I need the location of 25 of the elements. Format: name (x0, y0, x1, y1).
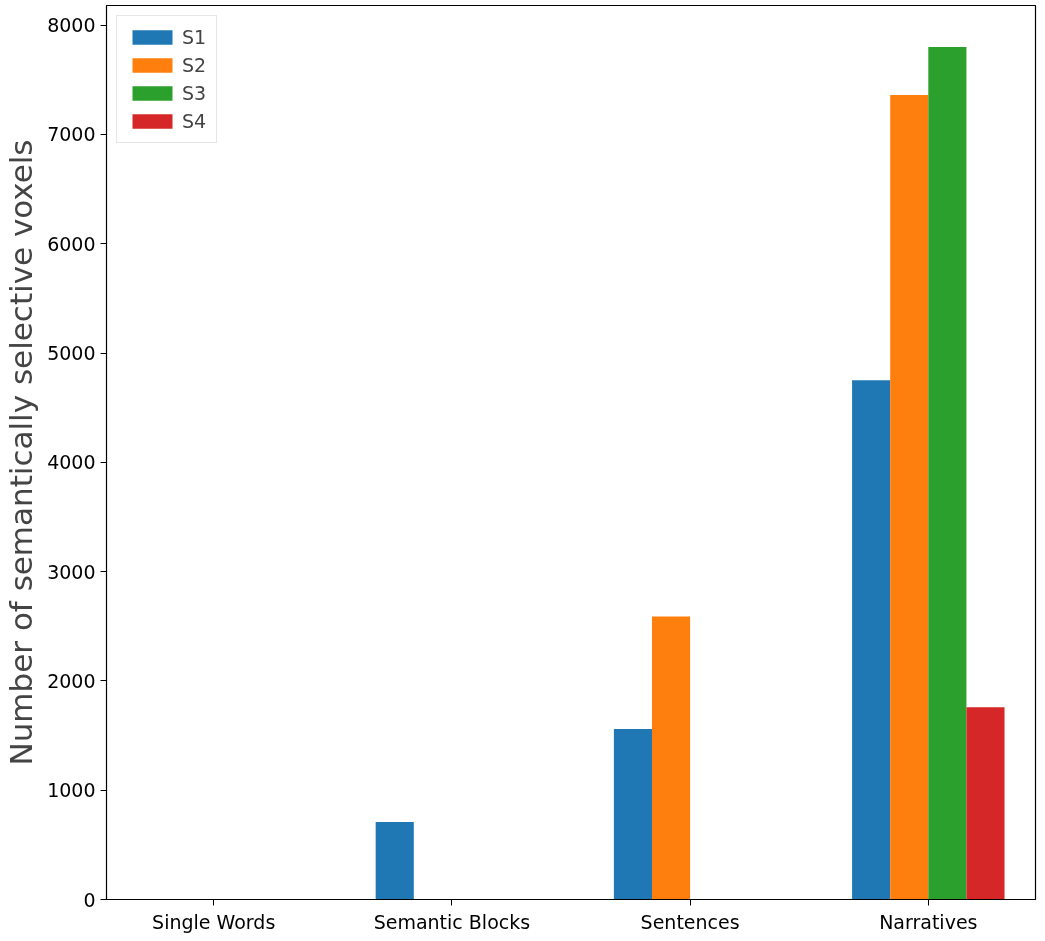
bar (375, 821, 414, 900)
legend-label: S4 (182, 110, 207, 132)
y-tick-label: 7000 (47, 123, 96, 146)
bar (613, 729, 652, 900)
bar (890, 95, 929, 900)
bar (928, 47, 967, 900)
y-tick-label: 4000 (47, 451, 96, 474)
x-tick-label: Semantic Blocks (373, 910, 531, 933)
y-tick-label: 5000 (47, 342, 96, 365)
y-tick-label: 8000 (47, 14, 96, 37)
y-tick-label: 0 (83, 888, 96, 911)
y-tick-label: 2000 (47, 669, 96, 692)
legend-label: S2 (182, 54, 207, 76)
y-tick-label: 3000 (47, 560, 96, 583)
bar (852, 380, 891, 900)
legend-label: S1 (182, 26, 207, 48)
y-tick-label: 6000 (47, 232, 96, 255)
bar (966, 707, 1005, 900)
x-tick-label: Single Words (152, 910, 276, 933)
bar (651, 616, 691, 900)
y-axis-title: Number of semantically selective voxels (3, 139, 40, 766)
x-tick-label: Narratives (879, 910, 978, 933)
legend-label: S3 (182, 82, 207, 104)
y-tick-label: 1000 (47, 779, 96, 802)
x-tick-label: Sentences (640, 910, 740, 933)
